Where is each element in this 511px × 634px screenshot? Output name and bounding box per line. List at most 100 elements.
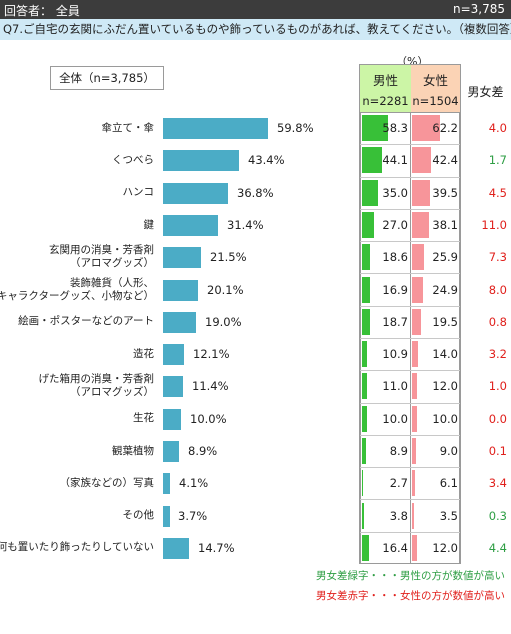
female-bar [412, 406, 417, 432]
category-label: げた箱用の消臭・芳香剤 （アロマグッズ） [39, 373, 155, 399]
category-label: 玄関用の消臭・芳香剤 （アロマグッズ） [49, 244, 154, 270]
male-bar [362, 244, 371, 270]
male-bar [362, 277, 370, 303]
female-value: 6.1 [439, 476, 458, 490]
category-label-line: ハンコ [122, 186, 155, 198]
male-value: 18.6 [382, 250, 408, 264]
female-value: 9.0 [439, 444, 458, 458]
female-column-header: 女性 n=1504 [411, 64, 460, 112]
category-label-line: くつべら [112, 154, 154, 166]
male-value: 27.0 [382, 218, 408, 232]
row-divider [360, 403, 460, 404]
female-bar [412, 341, 419, 367]
female-bar [412, 180, 430, 206]
category-label-line: 玄関用の消臭・芳香剤 [49, 244, 154, 256]
category-label: くつべら [112, 154, 154, 167]
female-bar [412, 277, 424, 303]
row-divider [360, 338, 460, 339]
category-label: ハンコ [123, 186, 155, 199]
gender-diff-value: 4.4 [488, 541, 507, 555]
category-label-line: 生花 [133, 412, 154, 424]
category-label-line: 絵画・ポスターなどのアート [18, 315, 154, 327]
male-value: 10.9 [382, 347, 408, 361]
male-bar [362, 180, 378, 206]
female-bar [412, 373, 418, 399]
male-column-header: 男性 n=2281 [360, 64, 411, 112]
male-value: 16.4 [382, 541, 408, 555]
category-label: 何も置いたり飾ったりしていない [0, 541, 154, 554]
male-bar [362, 438, 366, 464]
female-sample-size: n=1504 [412, 94, 459, 108]
total-bar [163, 538, 189, 559]
female-value: 19.5 [432, 315, 458, 329]
total-value-label: 4.1% [179, 476, 209, 490]
gender-diff-value: 4.0 [488, 121, 507, 135]
male-value: 35.0 [382, 186, 408, 200]
table-left-border [359, 64, 360, 564]
male-value: 58.3 [382, 121, 408, 135]
category-label-line: 傘立て・傘 [101, 122, 155, 134]
category-label: （家族などの）写真 [60, 477, 155, 490]
gender-diff-value: 3.4 [488, 476, 507, 490]
category-label: 装飾雑貨（人形、 キャラクターグッズ、小物など） [0, 277, 154, 303]
female-value: 12.0 [432, 541, 458, 555]
row-divider [360, 370, 460, 371]
male-value: 16.9 [382, 283, 408, 297]
respondents-label: 回答者： 全員 [4, 4, 80, 18]
total-value-label: 31.4% [227, 218, 264, 232]
male-value: 8.9 [389, 444, 408, 458]
male-bar [362, 406, 367, 432]
table-top-border [359, 64, 461, 65]
female-bar [412, 470, 415, 496]
total-value-label: 43.4% [248, 153, 285, 167]
category-label: 鍵 [144, 219, 155, 232]
category-label: その他 [123, 509, 155, 522]
male-value: 3.8 [389, 509, 408, 523]
gender-diff-value: 11.0 [481, 218, 507, 232]
male-bar [362, 147, 382, 173]
female-value: 24.9 [432, 283, 458, 297]
total-value-label: 36.8% [237, 186, 274, 200]
category-label-line: 造花 [133, 348, 154, 360]
male-bar [362, 535, 370, 561]
row-divider [360, 435, 460, 436]
gender-diff-value: 1.7 [488, 153, 507, 167]
gender-diff-value: 1.0 [488, 379, 507, 393]
row-divider [360, 209, 460, 210]
female-value: 10.0 [432, 412, 458, 426]
female-bar [412, 147, 432, 173]
female-bar [412, 309, 421, 335]
category-label-line: キャラクターグッズ、小物など） [0, 290, 154, 302]
question-text: Q7.ご自宅の玄関にふだん置いているものや飾っているものがあれば、教えてください… [3, 22, 511, 36]
total-bar [163, 344, 185, 365]
female-bar [412, 535, 418, 561]
female-value: 38.1 [432, 218, 458, 232]
total-value-label: 10.0% [190, 412, 227, 426]
total-bar [163, 312, 197, 333]
gender-diff-value: 8.0 [488, 283, 507, 297]
total-bar [163, 118, 268, 139]
total-bar [163, 215, 219, 236]
total-value-label: 20.1% [207, 283, 244, 297]
female-value: 14.0 [432, 347, 458, 361]
total-value-label: 3.7% [178, 509, 208, 523]
total-value-label: 11.4% [192, 379, 229, 393]
table-right-border [460, 64, 461, 564]
row-divider [360, 273, 460, 274]
female-title: 女性 [422, 73, 448, 88]
category-label: 生花 [133, 412, 154, 425]
gender-diff-value: 0.8 [488, 315, 507, 329]
category-label-line: （アロマグッズ） [70, 386, 154, 398]
total-bar [163, 376, 183, 397]
female-bar [412, 244, 424, 270]
category-label-line: 観葉植物 [112, 445, 154, 457]
total-bar [163, 183, 228, 204]
sample-size-label: n=3,785 [452, 2, 505, 16]
gender-diff-value: 0.0 [488, 412, 507, 426]
male-bar [362, 309, 371, 335]
row-divider [360, 306, 460, 307]
male-bar [362, 503, 364, 529]
total-value-label: 59.8% [277, 121, 314, 135]
category-label: 造花 [133, 348, 154, 361]
row-divider [360, 241, 460, 242]
